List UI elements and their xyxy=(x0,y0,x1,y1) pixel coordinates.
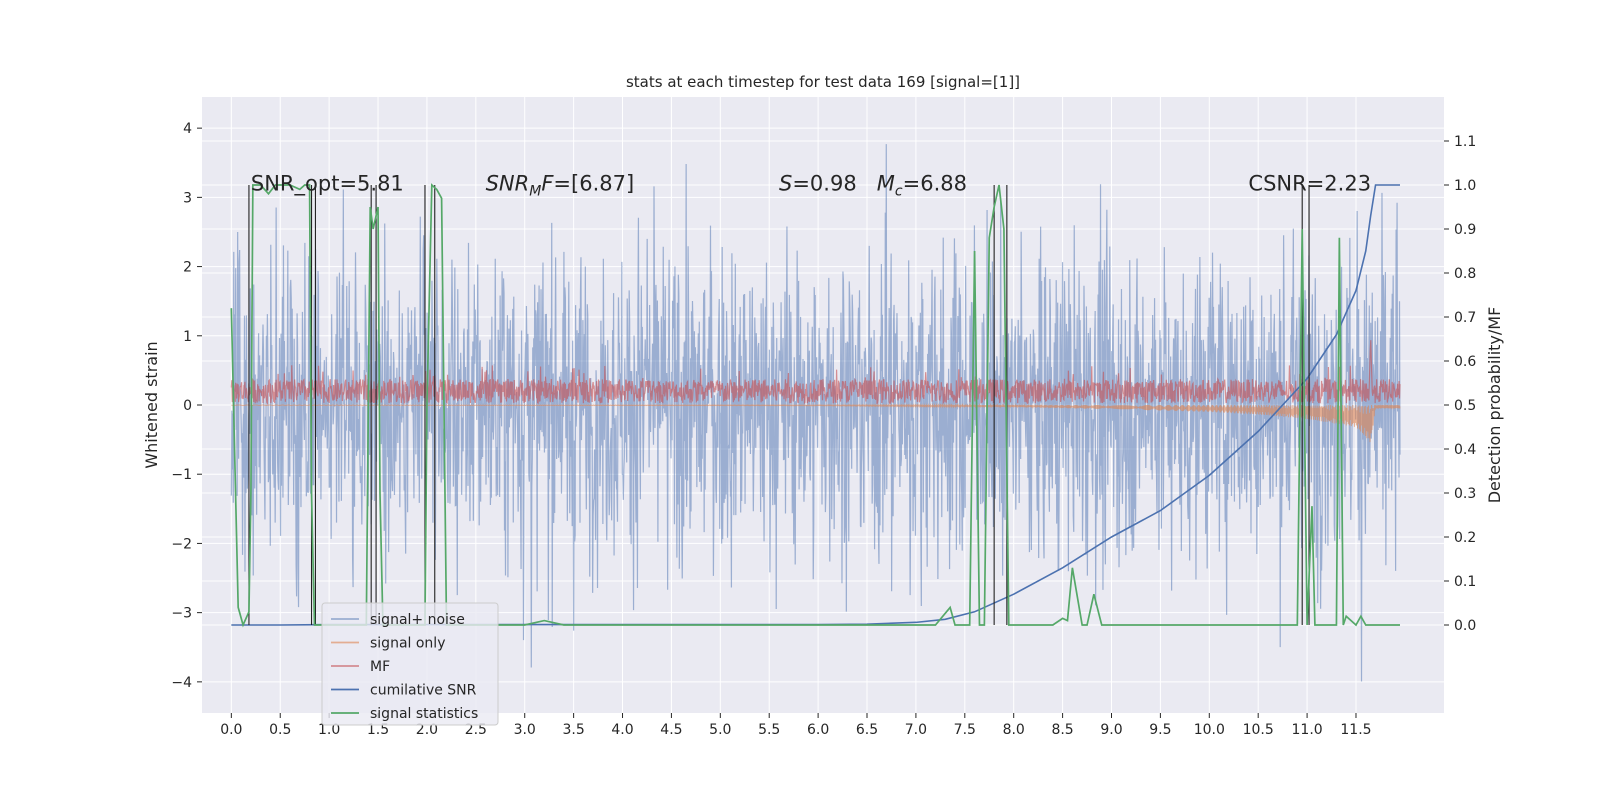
x-tick-label: 7.0 xyxy=(905,722,927,738)
y-right-tick-label: 0.2 xyxy=(1454,530,1476,546)
x-tick-label: 3.5 xyxy=(562,722,584,738)
x-tick-label: 5.5 xyxy=(758,722,780,738)
y-tick-label: 0 xyxy=(183,398,192,414)
annotation-suffix: =2.23 xyxy=(1307,172,1371,196)
annotation-suffix-letter: F xyxy=(541,172,554,196)
y-right-tick-label: 0.7 xyxy=(1454,310,1476,326)
annotation-prefix: CSNR xyxy=(1248,172,1306,196)
x-tick-label: 0.5 xyxy=(269,722,291,738)
annotation: CSNR=2.23 xyxy=(1248,172,1371,196)
y-tick-label: −3 xyxy=(171,606,192,622)
annotation-subscript: M xyxy=(529,184,541,200)
y-right-tick-label: 0.1 xyxy=(1454,574,1476,590)
annotations: SNR_opt=5.81 SNRMF=[6.87] S=0.98 Mc=6.88 CSN… xyxy=(251,172,1371,200)
y-tick-label: 1 xyxy=(183,329,192,345)
x-tick-label: 11.5 xyxy=(1340,722,1371,738)
annotation: SNRMF=[6.87] xyxy=(486,172,635,200)
legend-box xyxy=(321,602,499,726)
x-tick-label: 3.0 xyxy=(514,722,536,738)
y-tick-label: −4 xyxy=(171,675,192,691)
y-right-tick-label: 0.6 xyxy=(1454,354,1476,370)
x-tick-label: 4.5 xyxy=(660,722,682,738)
legend-entry: cumilative SNR xyxy=(370,683,477,699)
y-tick-label: 3 xyxy=(183,190,192,206)
annotation-suffix: =6.88 xyxy=(903,172,967,196)
series-signal-statistics xyxy=(230,183,1400,628)
x-tick-label: 9.0 xyxy=(1100,722,1122,738)
x-tick-label: 2.0 xyxy=(416,722,438,738)
x-tick-label: 10.5 xyxy=(1243,722,1274,738)
annotation-suffix: F=[6.87] xyxy=(541,172,634,196)
y-tick-label: −1 xyxy=(171,467,192,483)
annotation-suffix-value: =[6.87] xyxy=(553,172,634,196)
y-right-tick-label: 0.8 xyxy=(1454,266,1476,282)
x-tick-label: 0.0 xyxy=(220,722,242,738)
annotation-suffix: =0.98 xyxy=(792,172,856,196)
series-mf xyxy=(230,340,1401,406)
x-tick-label: 5.0 xyxy=(709,722,731,738)
y-right-tick-label: 0.5 xyxy=(1454,398,1476,414)
x-tick-label: 1.5 xyxy=(367,722,389,738)
series-layer xyxy=(230,144,1401,682)
y-axis-label: Whitened strain xyxy=(142,341,161,468)
x-tick-label: 8.0 xyxy=(1003,722,1025,738)
ticks: 0.0 0.5 1.0 1.5 2.0 2.5 3.0 3.5 4.0 4.5 5.0 5.5 6.0 6… xyxy=(171,121,1476,738)
annotation: SNR_opt=5.81 xyxy=(251,172,404,197)
y-right-tick-label: 1.1 xyxy=(1454,134,1476,150)
annotation-prefix: SNR xyxy=(486,172,530,196)
annotation-subscript: c xyxy=(895,184,903,200)
series-signal-noise xyxy=(230,144,1401,682)
legend-entry: signal statistics xyxy=(370,706,478,722)
legend: signal+ noise signal only MF cumilative SNR… xyxy=(321,602,499,726)
legend-entry: MF xyxy=(370,659,390,675)
x-tick-label: 11.0 xyxy=(1292,722,1323,738)
legend-entry: signal only xyxy=(370,636,445,652)
y-tick-label: 4 xyxy=(183,121,192,137)
annotation-prefix: S xyxy=(779,172,792,196)
annotation-prefix: SNR_opt xyxy=(251,172,340,197)
x-tick-label: 9.5 xyxy=(1149,722,1171,738)
annotation: S=0.98 xyxy=(779,172,857,196)
x-tick-label: 1.0 xyxy=(318,722,340,738)
x-tick-label: 6.0 xyxy=(807,722,829,738)
chart-title: stats at each timestep for test data 169… xyxy=(626,73,1020,91)
y-right-tick-label: 0.4 xyxy=(1454,442,1476,458)
x-tick-label: 10.0 xyxy=(1194,722,1225,738)
x-tick-label: 2.5 xyxy=(465,722,487,738)
x-tick-label: 4.0 xyxy=(611,722,633,738)
y-right-tick-label: 1.0 xyxy=(1454,178,1476,194)
x-tick-label: 8.5 xyxy=(1051,722,1073,738)
legend-entry: signal+ noise xyxy=(370,612,465,628)
y-tick-label: −2 xyxy=(171,536,192,552)
annotation: Mc=6.88 xyxy=(877,172,967,200)
annotation-prefix: M xyxy=(877,172,895,196)
x-tick-label: 6.5 xyxy=(856,722,878,738)
y-right-tick-label: 0.9 xyxy=(1454,222,1476,238)
y-right-tick-label: 0.3 xyxy=(1454,486,1476,502)
annotation-suffix: =5.81 xyxy=(339,172,403,196)
y-right-tick-label: 0.0 xyxy=(1454,618,1476,634)
y-tick-label: 2 xyxy=(183,260,192,276)
y-axis-label-right: Detection probability/MF xyxy=(1485,307,1504,504)
x-tick-label: 7.5 xyxy=(954,722,976,738)
